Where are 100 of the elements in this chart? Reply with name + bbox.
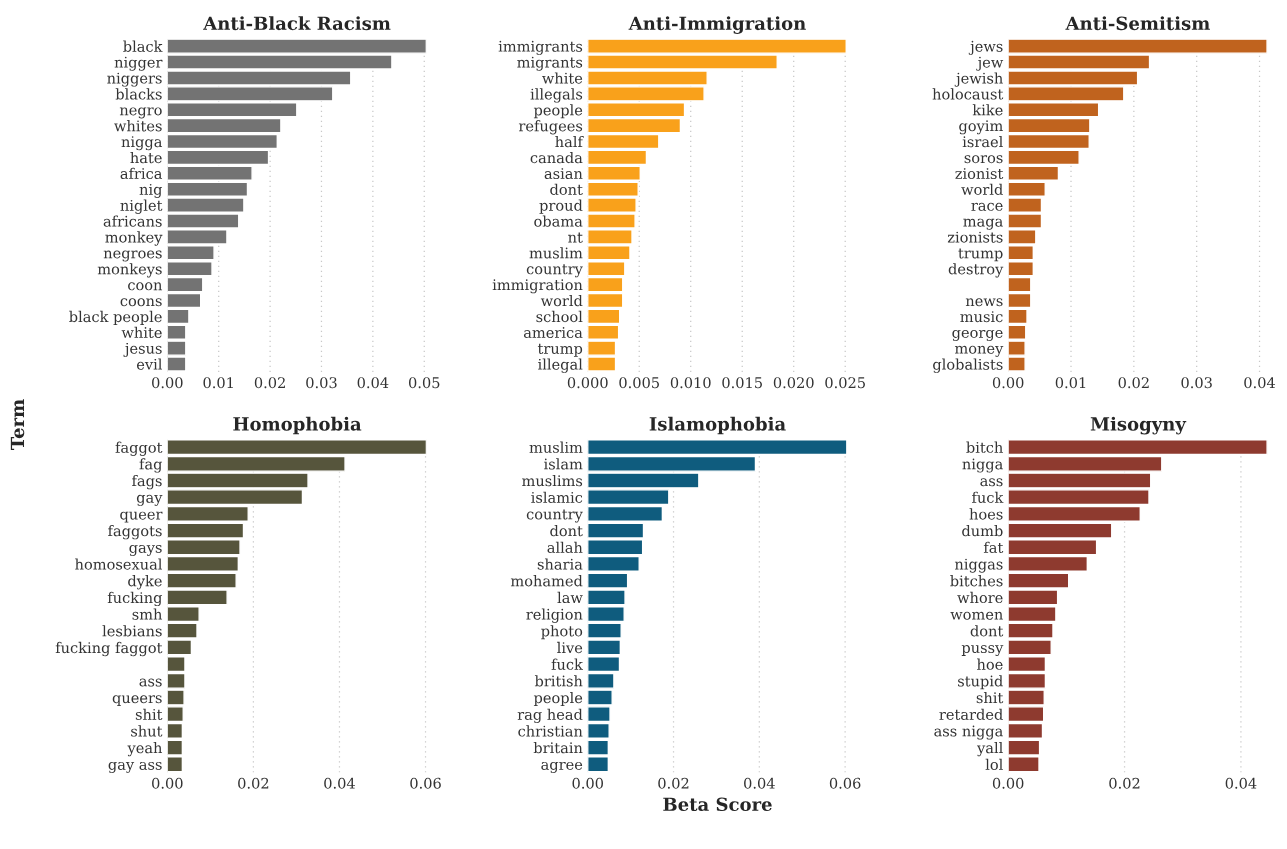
y-tick-label: holocaust [932,88,1004,100]
x-tick-label: 0.00 [572,777,604,789]
y-tick-label: stupid [958,675,1003,690]
x-tick-label: 0.02 [254,377,285,389]
y-tick-label: muslim [529,441,583,453]
y-tick-label: white [121,326,162,339]
y-tick-label: gays [129,544,162,556]
y-tick-label: goyim [959,120,1003,135]
y-tick-label: immigration [492,279,583,294]
y-tick-label: world [540,294,583,307]
y-tick-label: queers [112,695,162,707]
y-tick-label: lesbians [102,625,162,637]
y-tick-label: half [555,135,584,148]
y-tick-label: jews [968,40,1003,55]
y-tick-label: nt [568,232,583,243]
y-tick-label: britain [533,742,583,754]
x-tick-label: 0.02 [1109,777,1140,789]
x-tick-label: 0.02 [238,777,269,789]
x-axis-title: Beta Score [663,797,772,812]
y-tick-label: hate [130,151,162,164]
y-tick-label: illegals [530,88,583,103]
x-tick-label: 0.01 [1055,377,1086,389]
y-tick-label: women [950,611,1003,620]
y-tick-label: destroy [948,263,1004,278]
y-tick-label: shit [135,708,163,720]
x-tick-label: 0.02 [658,777,689,789]
y-tick-label: retarded [939,708,1003,720]
y-tick-label: america [523,327,583,339]
y-tick-label: islam [544,458,583,470]
y-tick-label: faggots [108,525,162,540]
y-tick-label: nigga [962,458,1003,473]
x-tick-label: 0.04 [744,777,775,789]
y-tick-label: dont [550,525,583,537]
y-tick-label: music [960,311,1003,323]
x-tick-label: 0.015 [722,377,762,389]
y-tick-label: nig [139,183,163,198]
y-tick-label: queer [120,511,163,523]
y-tick-label: shit [976,691,1004,704]
y-tick-label: islamic [531,491,583,503]
y-tick-label: asian [544,168,583,180]
y-tick-label: fuck [972,491,1004,503]
y-tick-label: muslim [529,247,583,259]
y-tick-label: world [961,183,1003,195]
y-tick-label: white [542,72,583,84]
x-tick-label: 0.04 [1244,377,1276,389]
x-tick-label: 0.02 [1118,377,1149,389]
y-tick-label: gay [136,494,163,506]
x-tick-label: 0.00 [992,377,1024,389]
y-tick-label: gay ass [108,761,162,773]
y-tick-label: country [526,509,583,523]
x-tick-label: 0.05 [408,377,440,389]
y-tick-label: migrants [517,56,583,71]
y-tick-label: mohamed [510,575,583,587]
y-tick-label: jew [976,56,1004,71]
x-tick-label: 0.06 [410,777,441,789]
y-axis-title: Term [10,399,25,451]
y-tick-label: sharia [537,558,583,570]
y-tick-label: negroes [103,250,162,262]
x-tick-label: 0.06 [829,777,861,789]
y-tick-label: africa [120,167,163,180]
x-tick-label: 0.03 [306,377,337,389]
chart-title: Anti-Immigration [628,16,806,34]
y-tick-label: bitch [966,441,1003,453]
y-tick-label: fucking faggot [55,641,163,657]
y-tick-label: globalists [933,358,1003,373]
y-tick-label: soros [964,155,1003,164]
y-tick-label: whites [114,120,162,132]
x-tick-label: 0.020 [773,377,814,389]
y-tick-label: fat [983,541,1004,554]
x-tick-label: 0.04 [1225,777,1257,789]
y-tick-label: negro [119,107,162,119]
y-tick-label: photo [541,625,583,640]
y-tick-label: people [533,104,583,119]
y-tick-label: niggers [107,72,162,87]
y-tick-label: maga [963,218,1003,230]
y-tick-label: dont [970,625,1004,637]
y-tick-label: ass [139,678,162,687]
y-tick-label: british [534,675,583,687]
x-tick-label: 0.00 [152,777,183,789]
y-tick-label: fags [132,474,162,490]
y-tick-label: kike [972,104,1003,116]
y-tick-label: black [123,40,163,52]
y-tick-label: coons [120,298,162,307]
y-tick-label: black people [69,310,162,325]
y-tick-label: shut [131,725,163,737]
y-tick-label: religion [526,608,583,623]
y-tick-label: illegal [538,358,583,373]
y-tick-label: trump [537,343,583,357]
y-tick-label: canada [530,151,583,164]
y-tick-label: law [557,591,583,604]
y-tick-label: ass nigga [934,725,1003,740]
y-tick-label: homosexual [75,558,163,570]
y-tick-label: niggas [954,558,1003,573]
y-tick-label: rag head [517,708,583,723]
y-tick-label: ass [980,478,1003,487]
chart-title: Anti-Black Racism [203,16,391,31]
y-tick-label: people [533,691,583,707]
y-tick-label: obama [534,215,583,227]
y-tick-label: hoes [969,508,1003,520]
y-tick-label: zionist [955,168,1004,180]
